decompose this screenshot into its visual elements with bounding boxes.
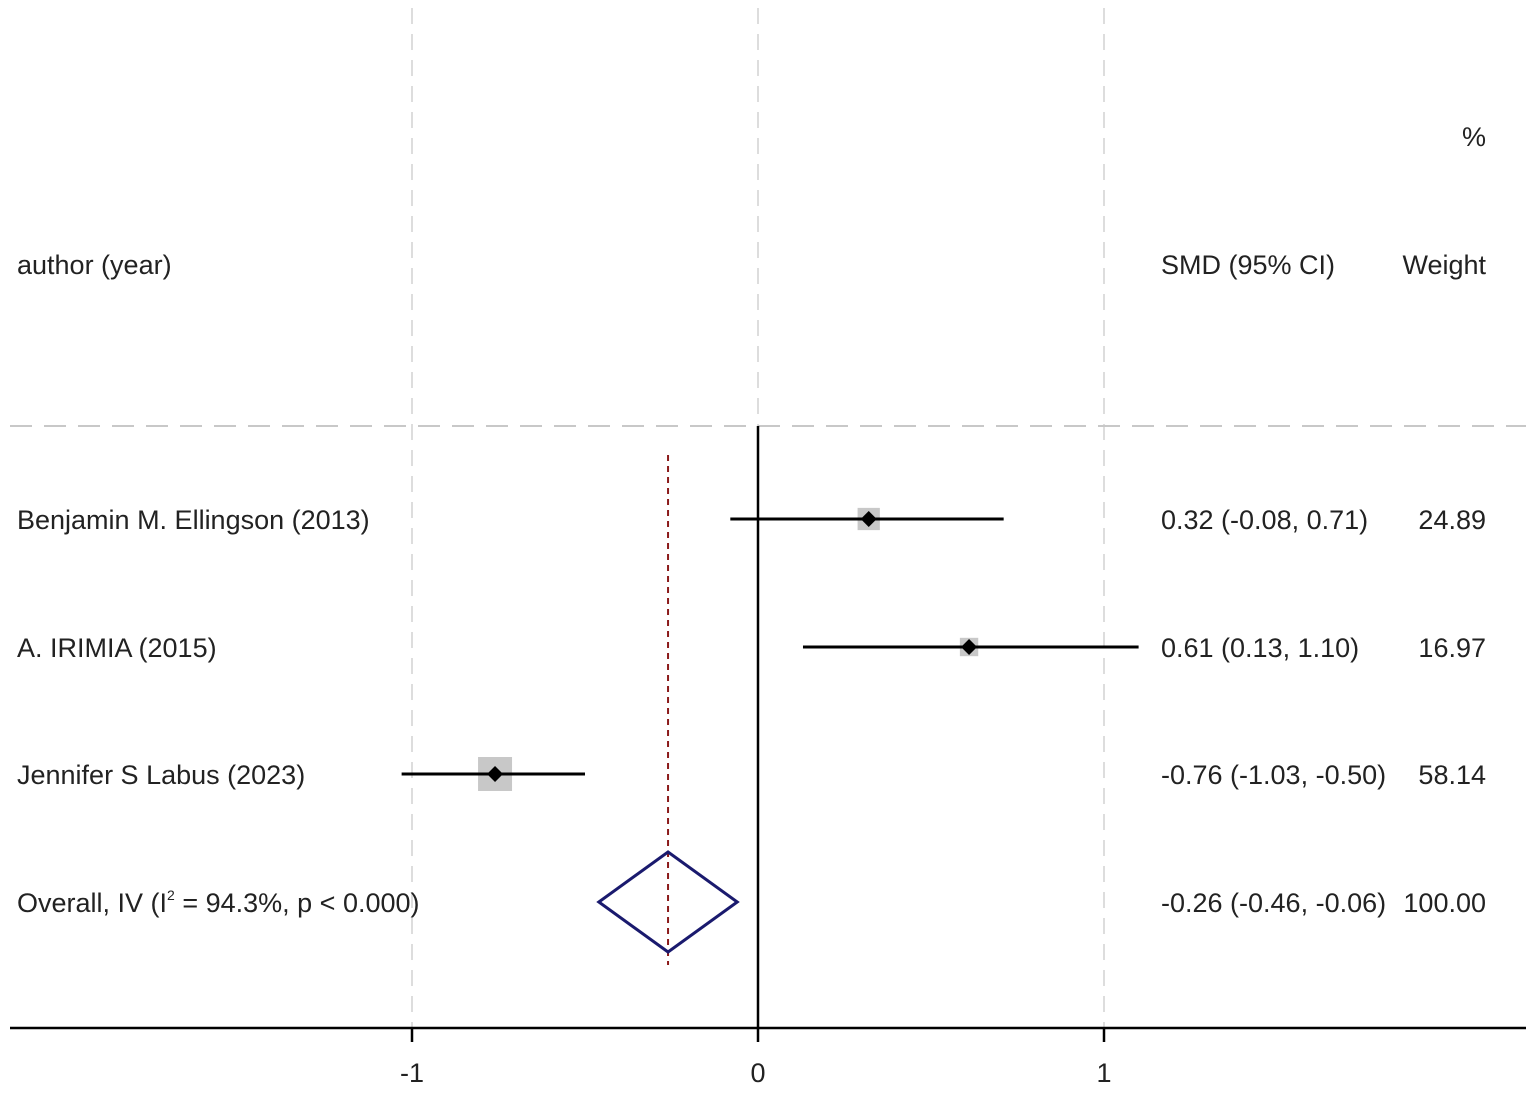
study-ci: 0.32 (-0.08, 0.71) [1161,505,1368,535]
study-label: Benjamin M. Ellingson (2013) [17,505,370,535]
point-estimate [487,766,504,782]
plot-marks [401,426,1139,1028]
x-tick-label: 0 [750,1058,765,1088]
study-label: Jennifer S Labus (2023) [17,760,305,790]
study-weight: 58.14 [1418,760,1486,790]
study-ci: -0.76 (-1.03, -0.50) [1161,760,1386,790]
point-estimate [961,639,978,655]
overall-diamond [596,850,740,954]
overall-label-sup: 2 [167,887,175,903]
header-weight-percent: % [1462,122,1486,152]
header-effect: SMD (95% CI) [1161,250,1335,280]
x-tick-label: -1 [400,1058,424,1088]
point-estimate [860,511,877,527]
x-axis-ticks: -1 0 1 [10,1026,1526,1088]
header-study: author (year) [17,250,172,280]
study-weight: 16.97 [1418,633,1486,663]
overall-weight: 100.00 [1403,888,1486,918]
overall-label-suffix: = 94.3%, p < 0.000) [175,888,420,918]
study-label: A. IRIMIA (2015) [17,633,217,663]
overall-label-prefix: Overall, IV (I [17,888,167,918]
overall-label: Overall, IV (I2 = 94.3%, p < 0.000) [17,887,420,918]
overall-ci: -0.26 (-0.46, -0.06) [1161,888,1386,918]
study-weight: 24.89 [1418,505,1486,535]
x-tick-label: 1 [1096,1058,1111,1088]
study-ci: 0.61 (0.13, 1.10) [1161,633,1359,663]
grid-lines [10,8,1526,1028]
plot-labels: % author (year) SMD (95% CI) Weight Benj… [17,122,1486,918]
header-weight: Weight [1402,250,1486,280]
